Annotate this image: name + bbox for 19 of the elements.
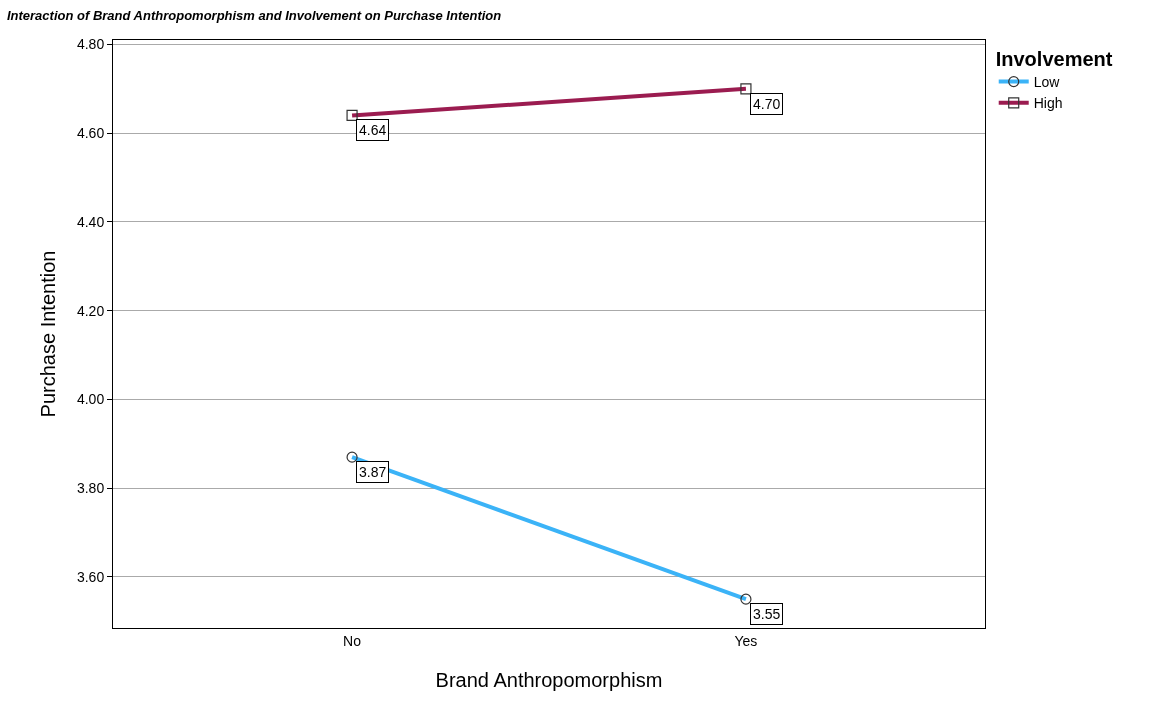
y-axis-title: Purchase Intention — [37, 250, 60, 418]
legend-label: Low — [1033, 74, 1061, 91]
x-tick-label: Yes — [734, 632, 758, 649]
y-tick-label: 3.80 — [76, 480, 105, 497]
x-tick-label: No — [343, 632, 362, 649]
y-tick-label: 4.20 — [76, 302, 105, 319]
y-tick-label: 4.80 — [76, 36, 105, 53]
y-tick-label: 3.60 — [76, 568, 105, 585]
y-tick-label: 4.40 — [76, 213, 105, 230]
data-label: 4.70 — [753, 96, 781, 112]
y-tick-label: 4.00 — [76, 391, 105, 408]
legend-title: Involvement — [995, 48, 1113, 70]
x-axis-title: Brand Anthropomorphism — [435, 669, 663, 692]
y-tick-label: 4.60 — [76, 125, 105, 142]
legend-label: High — [1033, 95, 1063, 112]
data-label: 3.87 — [359, 464, 387, 480]
chart-title: Interaction of Brand Anthropomorphism and Involvement on Purchase Intention — [6, 7, 502, 23]
data-label: 3.55 — [753, 606, 781, 622]
data-label: 4.64 — [359, 122, 387, 138]
